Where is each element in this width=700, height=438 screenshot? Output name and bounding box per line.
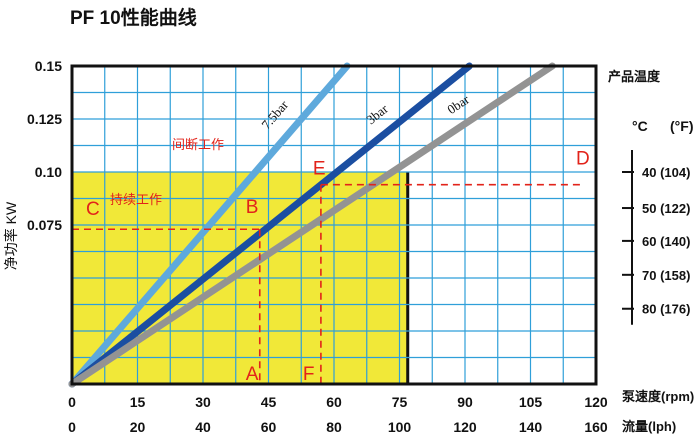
temperature-tick-label: 60 (140) [642,234,690,249]
x-tick-label-lph: 100 [388,419,412,435]
x-tick-label-rpm: 15 [130,394,146,410]
x-tick-label-lph: 160 [584,419,608,435]
temperature-tick-label: 70 (158) [642,268,690,283]
point-label-c: C [86,199,100,220]
x-tick-label-lph: 120 [453,419,477,435]
x-tick-label-lph: 80 [326,419,342,435]
temperature-tick-label: 80 (176) [642,302,690,317]
temperature-tick-label: 40 (104) [642,165,690,180]
x-tick-label-lph: 40 [195,419,211,435]
x-tick-label-rpm: 45 [261,394,277,410]
x-tick-label-rpm: 75 [392,394,408,410]
x-tick-label-lph: 60 [261,419,277,435]
chart-title: PF 10性能曲线 [70,6,197,29]
x-tick-label-rpm: 120 [584,394,608,410]
x-axis-primary-label: 泵速度(rpm) [622,389,694,404]
x-tick-label-lph: 20 [130,419,146,435]
temperature-tick-label: 50 (122) [642,201,690,216]
y-tick-label: 0.125 [27,111,62,127]
temperature-header-f: (°F) [670,118,693,134]
x-tick-label-rpm: 90 [457,394,473,410]
point-label-d: D [576,149,590,170]
temperature-header-c: °C [632,118,648,134]
y-tick-label: 0.15 [35,58,62,74]
x-tick-label-lph: 0 [68,419,76,435]
y-tick-label: 0.10 [35,164,62,180]
x-tick-label-rpm: 60 [326,394,342,410]
series-line-7-5bar [68,62,351,388]
series-line-3bar [68,62,473,388]
x-tick-label-rpm: 105 [519,394,543,410]
point-label-a: A [246,364,259,385]
temperature-title: 产品温度 [608,69,661,84]
plot-frame [70,64,598,386]
region-label-intermittent: 间断工作 [172,137,224,152]
region-label-continuous: 持续工作 [110,192,162,207]
y-tick-label: 0.075 [27,217,62,233]
point-label-e: E [313,159,326,180]
point-label-b: B [246,197,259,218]
x-tick-label-rpm: 0 [68,394,76,410]
x-tick-label-rpm: 30 [195,394,211,410]
series-line-0bar [68,62,556,388]
point-label-f: F [303,364,315,385]
x-tick-label-lph: 140 [519,419,543,435]
y-axis-label: 净功率 KW [3,201,19,270]
x-axis-secondary-label: 流量(lph) [622,419,676,434]
